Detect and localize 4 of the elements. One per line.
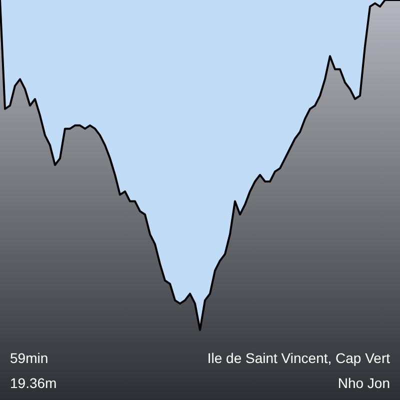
text: 19.36m bbox=[10, 375, 57, 391]
text: Nho Jon bbox=[338, 375, 390, 391]
text: 59min bbox=[10, 350, 48, 366]
text: Ile de Saint Vincent, Cap Vert bbox=[207, 350, 390, 366]
